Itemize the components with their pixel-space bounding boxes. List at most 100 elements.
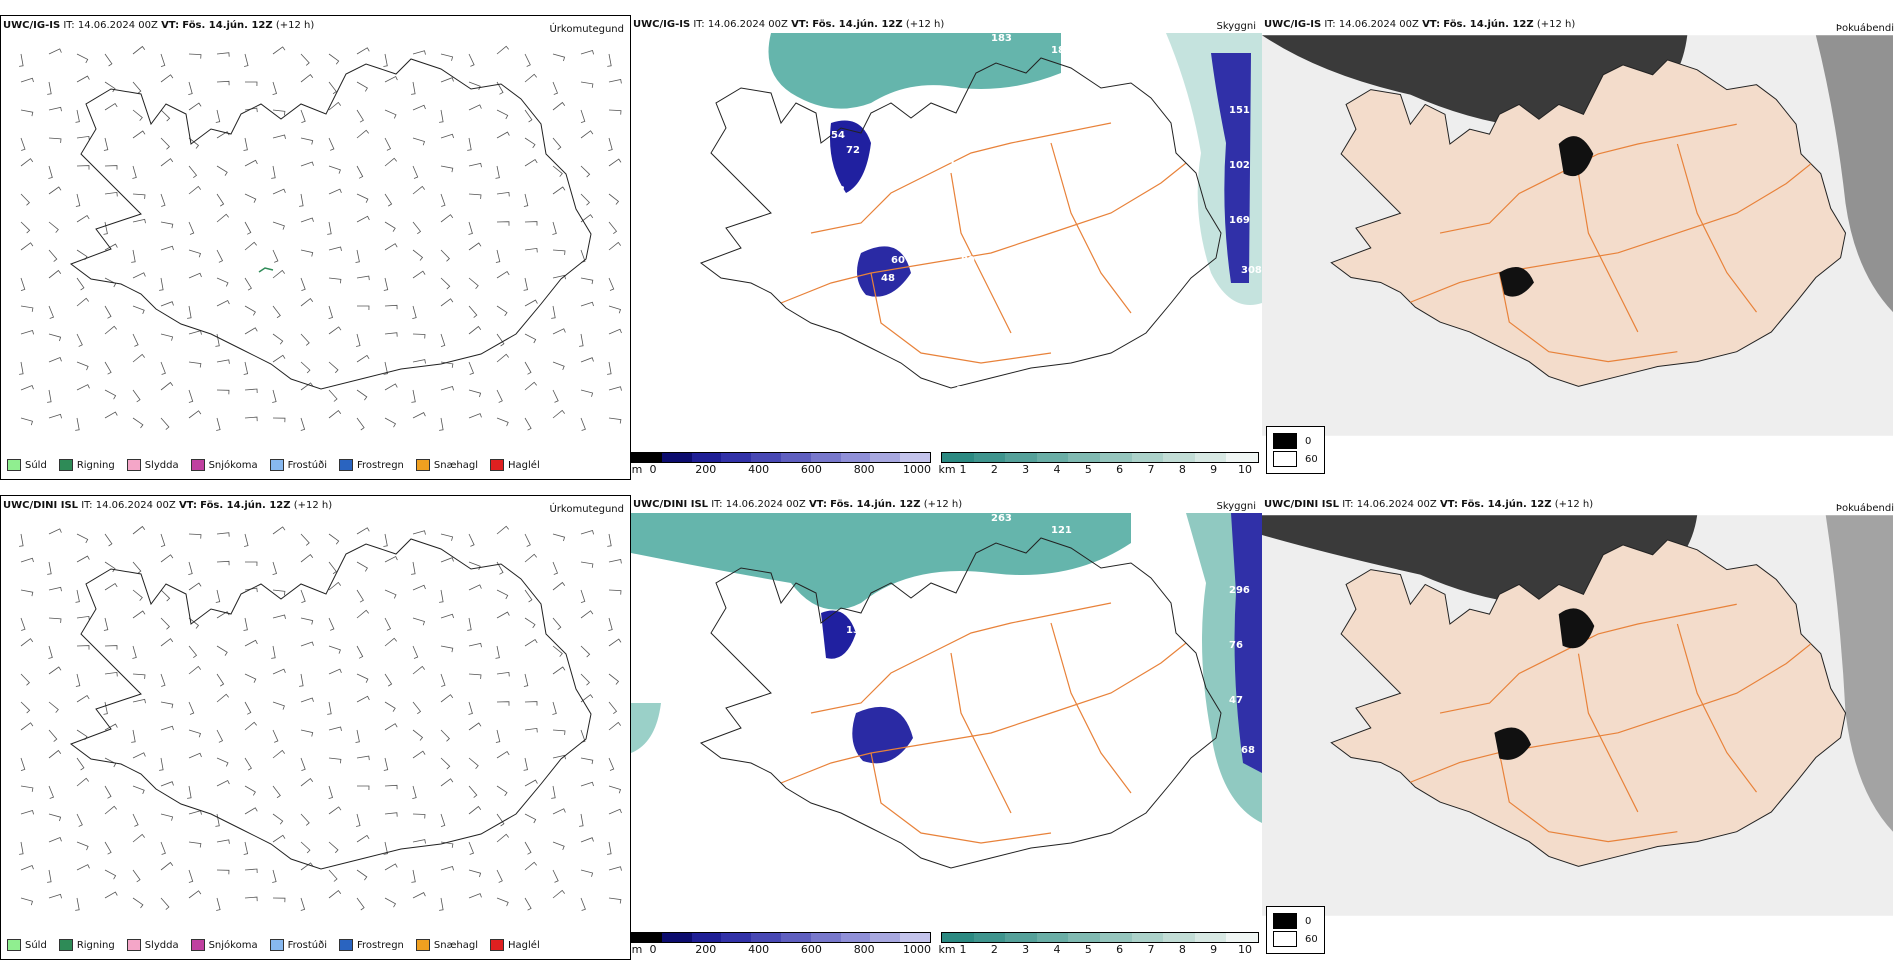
wind-barb [132,698,146,704]
wind-barb [412,305,417,319]
precip-type-panel-row1: UWC/IG-IS IT: 14.06.2024 00Z VT: Fös. 14… [0,15,631,480]
legend-item: Rigning [58,459,115,471]
visibility-value-label: 48 [881,273,895,284]
elevation-colorbar-cells [631,932,931,943]
wind-barb [20,221,31,234]
wind-barb [103,137,109,151]
wind-barb [160,897,170,910]
wind-barb [104,533,113,547]
wind-barb [580,589,586,603]
wind-barb [299,193,304,207]
legend-swatch [339,459,353,471]
wind-barb [412,584,426,591]
wind-barb [552,869,559,883]
wind-barb [412,104,426,111]
wind-barb [300,589,306,603]
visibility-value-label: 13 [866,125,880,136]
legend-item: Slydda [126,939,179,951]
wind-barb [132,305,145,315]
colorbar-cell [810,933,841,942]
wind-barb [608,193,620,205]
panel-title: UWC/DINI ISL IT: 14.06.2024 00Z VT: Fös.… [3,500,624,515]
wind-barb [496,671,510,677]
wind-barb [300,897,306,911]
wind-barb [216,693,230,703]
legend-swatch [58,459,73,471]
colorbar-tick-label: 0 [649,463,657,476]
wind-barb [188,890,202,899]
wind-barb [20,109,34,117]
wind-barb [48,749,62,759]
wind-barb [216,389,230,395]
wind-barb [608,241,622,251]
wind-barb [160,193,166,207]
wind-barb [300,298,314,307]
wind-barb [383,277,389,291]
wind-barb [356,609,370,619]
wind-barb [608,808,622,815]
fog-map[interactable] [1262,513,1893,918]
wind-barb [20,864,34,871]
legend-label: Haglél [508,940,540,951]
wind-barb [552,137,562,151]
panel-parameter-name: Þokuábendi [1835,503,1894,514]
wind-barb [300,554,314,563]
wind-barb [76,645,90,650]
wind-barb [524,299,538,307]
wind-barb [132,389,141,403]
wind-barb [552,889,566,899]
wind-barb [244,785,256,796]
wind-barb [524,333,537,344]
precip-type-map[interactable] [1,34,631,439]
wind-barb [216,611,230,619]
wind-barb [160,245,174,251]
wind-barb [103,617,109,631]
wind-barb [160,533,166,547]
wind-barb [524,158,538,167]
wind-barb [104,325,118,335]
precip-type-map[interactable] [1,514,631,919]
fog-patch-north [830,120,871,193]
wind-barb [524,247,538,253]
wind-barb [48,836,62,843]
wind-barb [20,305,34,312]
legend-label: Rigning [76,460,115,471]
wind-barb [552,221,557,235]
colorbar-cell [632,453,662,462]
wind-barb [524,897,532,911]
wind-barb [245,81,258,87]
visibility-map[interactable]: 121 263 296 76 47 68 13 [631,513,1262,918]
wind-barb [48,186,62,195]
wind-barb [48,165,53,179]
wind-barb [411,869,416,883]
wind-barb [524,533,531,547]
legend-label: Slydda [144,940,179,951]
wind-barb [104,389,117,400]
wind-barb [356,47,370,55]
wind-barb [608,137,613,151]
wind-barb [356,165,364,179]
wind-barb [300,778,314,787]
wind-barb [104,645,118,650]
wind-barb [384,784,398,790]
wind-barb [272,834,286,843]
colorbar-cell [1068,453,1100,462]
wind-barb [272,333,284,345]
wind-barb [243,841,249,855]
wind-barb [160,333,174,341]
colorbar-cell [942,933,974,942]
wind-barb [160,301,174,307]
wind-barb [440,673,446,687]
wind-barb [216,80,230,86]
legend-item: Súld [7,459,47,471]
wind-barb [76,297,90,307]
wind-barb [272,249,279,263]
wind-barb [328,841,339,854]
wind-barb [440,249,450,262]
wind-barb [215,589,221,603]
wind-barb [272,869,277,883]
wind-barb [496,109,509,120]
wind-barb [496,45,510,55]
fog-map[interactable] [1262,33,1893,438]
